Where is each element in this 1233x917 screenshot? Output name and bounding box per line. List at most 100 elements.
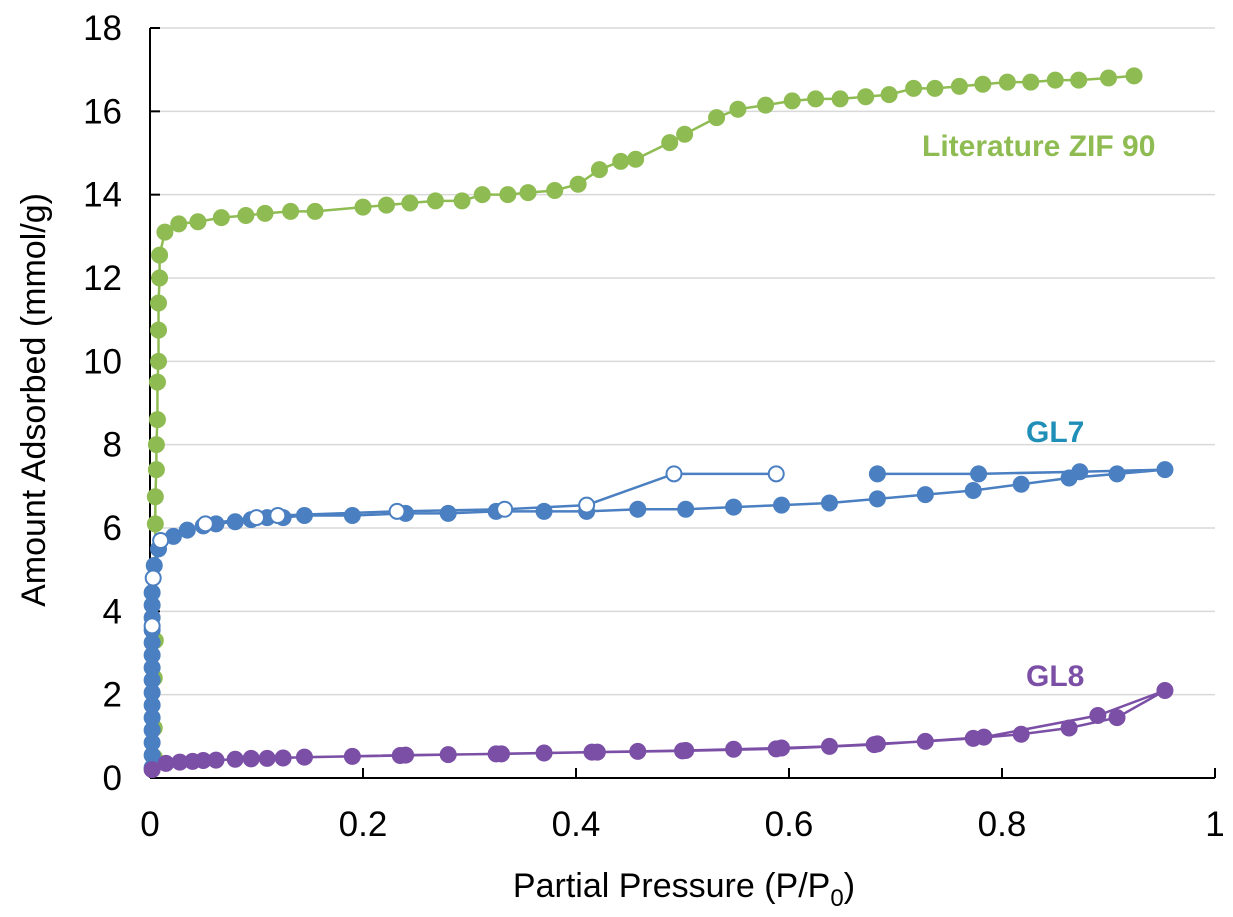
data-point <box>546 182 564 199</box>
data-point <box>1046 71 1064 89</box>
y-tick-label: 12 <box>83 259 122 298</box>
data-point <box>807 90 825 108</box>
data-point <box>1070 71 1088 89</box>
data-point <box>674 742 691 760</box>
data-point <box>868 465 886 483</box>
data-point <box>950 77 968 95</box>
data-point <box>499 186 517 204</box>
data-point <box>439 746 457 764</box>
data-point <box>1022 73 1040 91</box>
x-tick-label: 0 <box>140 805 159 844</box>
data-point <box>916 732 934 750</box>
series-3 <box>143 682 1174 779</box>
data-point <box>964 482 982 499</box>
y-tick-label: 16 <box>83 92 122 131</box>
data-point <box>282 202 300 220</box>
data-point <box>1012 475 1030 493</box>
data-point <box>146 488 164 506</box>
data-point <box>426 192 444 210</box>
data-point <box>905 79 923 97</box>
data-point <box>152 532 170 549</box>
x-axis-title-main: Partial Pressure (P/P <box>513 867 830 905</box>
data-point <box>998 73 1016 91</box>
data-point <box>343 747 361 765</box>
y-tick-label: 8 <box>103 426 122 465</box>
data-point <box>453 192 471 210</box>
data-point <box>157 754 175 772</box>
data-point <box>970 465 988 483</box>
data-point <box>492 745 510 763</box>
data-point <box>156 223 174 241</box>
data-point <box>519 184 537 202</box>
data-point <box>1089 707 1107 724</box>
data-point <box>147 436 165 454</box>
data-point <box>212 209 230 227</box>
data-point <box>627 150 645 168</box>
data-point <box>590 161 608 179</box>
data-point <box>343 507 361 524</box>
data-point <box>1100 69 1117 87</box>
y-tick-label: 2 <box>103 676 122 715</box>
data-point <box>148 411 166 429</box>
y-tick-label: 6 <box>103 509 122 548</box>
data-point <box>1060 719 1078 737</box>
data-point <box>248 509 265 527</box>
series-line <box>153 74 1135 758</box>
data-point <box>496 500 514 518</box>
data-point <box>242 749 260 767</box>
data-point <box>868 490 886 508</box>
data-point <box>151 269 169 287</box>
data-point <box>535 744 553 762</box>
series-labels: Literature ZIF 90 GL7 GL8 <box>922 130 1155 693</box>
data-point <box>439 504 457 522</box>
data-point <box>578 496 596 514</box>
data-point <box>708 109 726 127</box>
data-point <box>189 213 207 231</box>
data-point <box>729 100 747 118</box>
data-point <box>880 86 898 104</box>
data-point <box>974 75 992 93</box>
x-axis-title-close: ) <box>844 867 855 905</box>
data-point <box>151 246 169 264</box>
series-0 <box>145 67 1143 766</box>
data-point <box>677 500 695 518</box>
data-point <box>767 465 785 483</box>
data-point <box>1125 67 1143 85</box>
y-axis-title: Amount Adsorbed (mmol/g) <box>15 193 53 607</box>
data-point <box>143 761 161 779</box>
data-point <box>354 198 372 216</box>
data-point <box>207 751 225 769</box>
y-tick-label: 4 <box>103 592 122 631</box>
data-point <box>144 569 162 587</box>
data-point <box>146 515 164 533</box>
data-point <box>916 486 934 504</box>
data-point <box>1012 725 1030 743</box>
data-point <box>629 742 647 760</box>
data-point <box>388 502 406 520</box>
x-axis-title: Partial Pressure (P/P0) <box>513 867 855 912</box>
data-point <box>1108 709 1126 727</box>
data-point <box>865 736 883 754</box>
data-point <box>237 207 255 224</box>
data-point <box>150 321 168 339</box>
y-tick-label: 14 <box>83 176 122 215</box>
plot-area <box>143 67 1174 779</box>
data-point <box>397 746 415 764</box>
data-point <box>1108 465 1126 483</box>
data-point <box>975 728 993 746</box>
x-tick-label: 0.2 <box>339 805 388 844</box>
data-point <box>256 204 274 222</box>
y-tick-label: 0 <box>103 759 122 798</box>
data-point <box>612 152 630 170</box>
data-point <box>820 737 838 755</box>
x-tick-label: 0.6 <box>765 805 814 844</box>
data-point <box>629 500 647 518</box>
data-point <box>377 196 395 214</box>
series-line <box>150 472 777 626</box>
data-point <box>295 748 313 766</box>
series-label-gl8: GL8 <box>1026 660 1084 693</box>
data-point <box>676 125 694 143</box>
data-point <box>170 215 188 233</box>
data-point <box>767 740 785 758</box>
